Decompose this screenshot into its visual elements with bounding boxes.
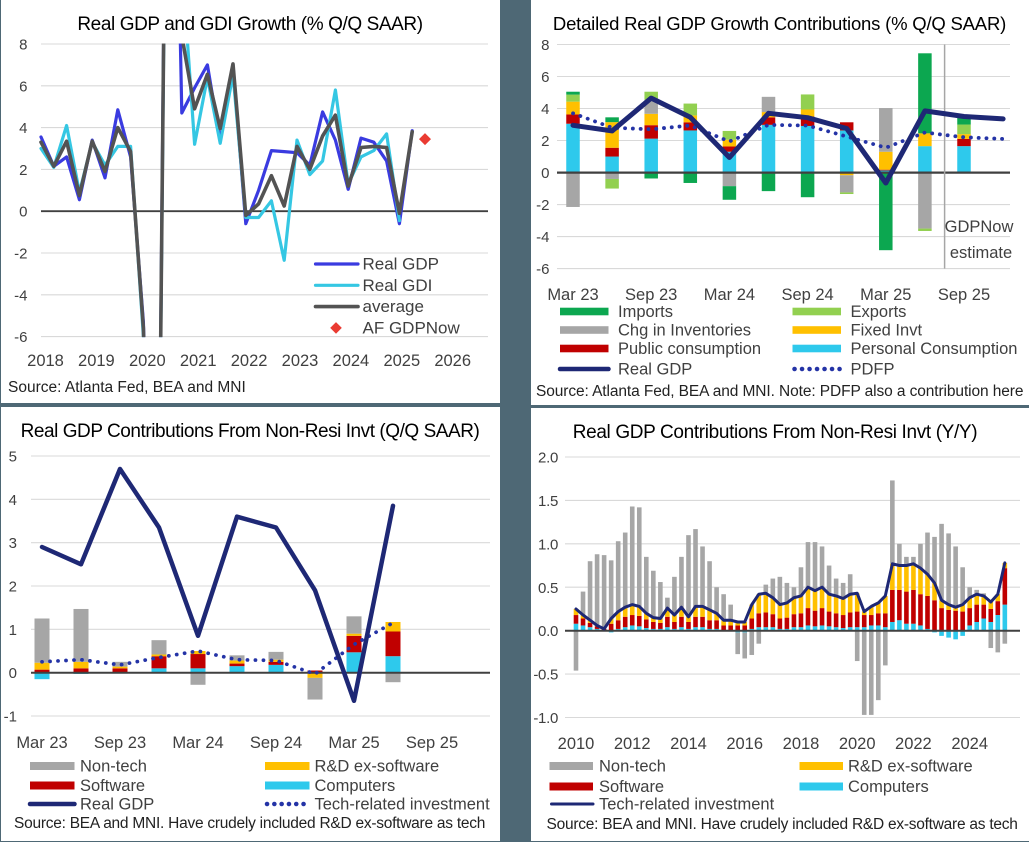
svg-text:-1: -1 <box>4 709 17 726</box>
svg-text:Detailed Real GDP Growth Contr: Detailed Real GDP Growth Contributions (… <box>553 13 1006 34</box>
svg-text:Real GDP: Real GDP <box>363 255 440 274</box>
svg-text:2025: 2025 <box>383 352 420 370</box>
svg-text:Sep 23: Sep 23 <box>94 734 146 752</box>
svg-text:5: 5 <box>9 449 17 466</box>
svg-text:Mar 24: Mar 24 <box>704 286 755 304</box>
svg-text:Source: BEA and MNI. Have crud: Source: BEA and MNI. Have crudely includ… <box>547 816 1018 833</box>
svg-text:Real GDI: Real GDI <box>363 276 433 295</box>
svg-text:3: 3 <box>9 535 17 552</box>
svg-text:Sep 25: Sep 25 <box>406 734 458 752</box>
svg-text:Mar 23: Mar 23 <box>547 286 598 304</box>
svg-text:PDFP: PDFP <box>851 361 895 379</box>
svg-text:8: 8 <box>541 37 549 54</box>
svg-text:2023: 2023 <box>282 352 319 370</box>
svg-text:Sep 24: Sep 24 <box>781 286 833 304</box>
svg-text:Source: Atlanta Fed, BEA and M: Source: Atlanta Fed, BEA and MNI. Note: … <box>536 383 1023 400</box>
svg-text:-6: -6 <box>14 329 27 346</box>
svg-text:2010: 2010 <box>558 735 595 753</box>
svg-text:estimate: estimate <box>950 244 1012 262</box>
svg-text:AF GDPNow: AF GDPNow <box>363 318 461 337</box>
svg-text:-4: -4 <box>536 229 549 246</box>
svg-text:0: 0 <box>19 204 27 221</box>
svg-text:Source: BEA and MNI. Have crud: Source: BEA and MNI. Have crudely includ… <box>14 815 485 832</box>
svg-text:-4: -4 <box>14 287 27 304</box>
svg-text:2.0: 2.0 <box>538 450 558 467</box>
svg-text:Chg in Inventories: Chg in Inventories <box>618 322 751 340</box>
svg-text:6: 6 <box>19 78 27 95</box>
svg-text:R&D ex-software: R&D ex-software <box>315 758 440 776</box>
svg-text:-0.5: -0.5 <box>533 667 558 684</box>
svg-text:0.0: 0.0 <box>538 623 558 640</box>
svg-text:-2: -2 <box>14 246 27 263</box>
svg-text:2: 2 <box>541 133 549 150</box>
svg-text:Computers: Computers <box>315 777 396 795</box>
svg-text:Sep 25: Sep 25 <box>938 286 990 304</box>
svg-text:1.0: 1.0 <box>538 536 558 553</box>
svg-text:Imports: Imports <box>618 303 673 321</box>
svg-text:2026: 2026 <box>434 352 471 370</box>
svg-text:GDPNow: GDPNow <box>945 218 1014 236</box>
svg-text:average: average <box>363 297 424 316</box>
svg-text:2020: 2020 <box>129 352 166 370</box>
svg-text:2014: 2014 <box>670 735 707 753</box>
svg-text:-6: -6 <box>536 261 549 278</box>
svg-text:Real GDP: Real GDP <box>618 361 692 379</box>
svg-text:-1.0: -1.0 <box>533 710 558 727</box>
svg-text:Mar 25: Mar 25 <box>860 286 911 304</box>
svg-text:Real GDP: Real GDP <box>80 796 154 814</box>
svg-text:8: 8 <box>19 37 27 54</box>
svg-text:1.5: 1.5 <box>538 493 558 510</box>
svg-text:Personal Consumption: Personal Consumption <box>851 340 1018 358</box>
svg-text:Software: Software <box>599 778 664 796</box>
svg-text:1: 1 <box>9 622 17 639</box>
svg-text:Computers: Computers <box>848 778 929 796</box>
svg-text:4: 4 <box>19 120 27 137</box>
svg-text:Non-tech: Non-tech <box>80 758 147 776</box>
svg-text:R&D ex-software: R&D ex-software <box>848 758 973 776</box>
svg-text:Tech-related investment: Tech-related investment <box>599 796 775 814</box>
svg-text:2020: 2020 <box>839 735 876 753</box>
svg-text:4: 4 <box>541 101 549 118</box>
svg-text:2022: 2022 <box>895 735 932 753</box>
svg-text:Real GDP and GDI Growth (% Q/Q: Real GDP and GDI Growth (% Q/Q SAAR) <box>77 14 422 35</box>
svg-text:-2: -2 <box>536 197 549 214</box>
svg-text:0.5: 0.5 <box>538 580 558 597</box>
svg-text:Mar 24: Mar 24 <box>172 734 223 752</box>
svg-text:Real GDP Contributions From No: Real GDP Contributions From Non-Resi Inv… <box>21 421 480 442</box>
svg-text:2012: 2012 <box>614 735 651 753</box>
svg-text:2: 2 <box>19 162 27 179</box>
svg-text:2021: 2021 <box>180 352 217 370</box>
svg-text:Mar 25: Mar 25 <box>328 734 379 752</box>
svg-text:Fixed Invt: Fixed Invt <box>851 322 923 340</box>
svg-text:Exports: Exports <box>851 303 907 321</box>
svg-text:Real GDP Contributions From No: Real GDP Contributions From Non-Resi Inv… <box>573 422 978 443</box>
svg-text:6: 6 <box>541 69 549 86</box>
svg-text:0: 0 <box>9 665 17 682</box>
svg-text:Non-tech: Non-tech <box>599 758 666 776</box>
svg-text:2018: 2018 <box>783 735 820 753</box>
svg-text:Mar 23: Mar 23 <box>16 734 67 752</box>
svg-text:2022: 2022 <box>231 352 268 370</box>
svg-text:4: 4 <box>9 492 17 509</box>
svg-text:0: 0 <box>541 165 549 182</box>
svg-text:Public consumption: Public consumption <box>618 340 761 358</box>
svg-text:2: 2 <box>9 579 17 596</box>
svg-text:Source: Atlanta Fed, BEA and M: Source: Atlanta Fed, BEA and MNI <box>8 379 246 396</box>
svg-text:2024: 2024 <box>333 352 370 370</box>
svg-text:Sep 23: Sep 23 <box>625 286 677 304</box>
svg-text:2019: 2019 <box>78 352 115 370</box>
svg-text:Software: Software <box>80 777 145 795</box>
svg-text:2024: 2024 <box>951 735 988 753</box>
svg-text:Tech-related investment: Tech-related investment <box>315 796 491 814</box>
svg-text:Sep 24: Sep 24 <box>250 734 302 752</box>
svg-text:2016: 2016 <box>726 735 763 753</box>
svg-text:2018: 2018 <box>27 352 64 370</box>
